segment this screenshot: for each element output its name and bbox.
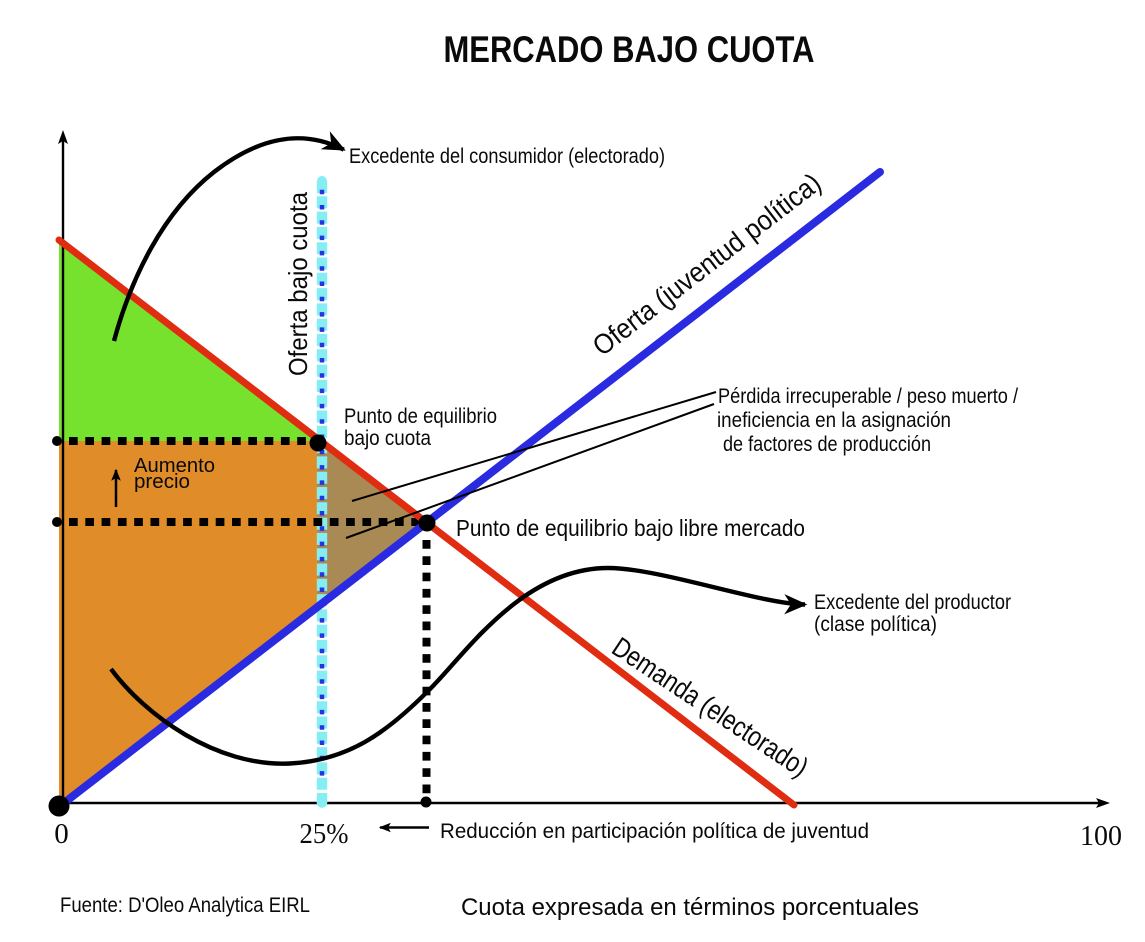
svg-text:(clase política): (clase política) <box>814 613 937 636</box>
svg-text:Cuota expresada en términos po: Cuota expresada en términos porcentuales <box>461 894 919 921</box>
svg-text:ineficiencia en la asignación: ineficiencia en la asignación <box>717 409 951 432</box>
svg-text:Punto de equilibrio: Punto de equilibrio <box>344 405 497 428</box>
svg-text:0: 0 <box>54 818 69 850</box>
svg-text:MERCADO BAJO CUOTA: MERCADO BAJO CUOTA <box>444 29 815 70</box>
svg-text:Punto de equilibrio bajo libre: Punto de equilibrio bajo libre mercado <box>456 515 805 541</box>
svg-text:de factores de producción: de factores de producción <box>723 433 931 456</box>
svg-text:precio: precio <box>134 471 190 493</box>
svg-text:bajo cuota: bajo cuota <box>344 427 431 450</box>
svg-text:100: 100 <box>1080 820 1122 852</box>
svg-text:Excedente del productor: Excedente del productor <box>814 591 1011 614</box>
svg-text:Aumento: Aumento <box>134 455 215 477</box>
svg-text:Oferta bajo cuota: Oferta bajo cuota <box>283 192 313 376</box>
svg-text:25%: 25% <box>300 818 349 850</box>
svg-text:Pérdida irrecuperable / peso m: Pérdida irrecuperable / peso muerto / <box>718 385 1018 408</box>
svg-text:Fuente: D'Oleo Analytica EIRL: Fuente: D'Oleo Analytica EIRL <box>60 894 310 917</box>
svg-text:Excedente del consumidor (elec: Excedente del consumidor (electorado) <box>349 145 665 168</box>
svg-text:Reducción en participación pol: Reducción en participación política de j… <box>440 820 869 843</box>
